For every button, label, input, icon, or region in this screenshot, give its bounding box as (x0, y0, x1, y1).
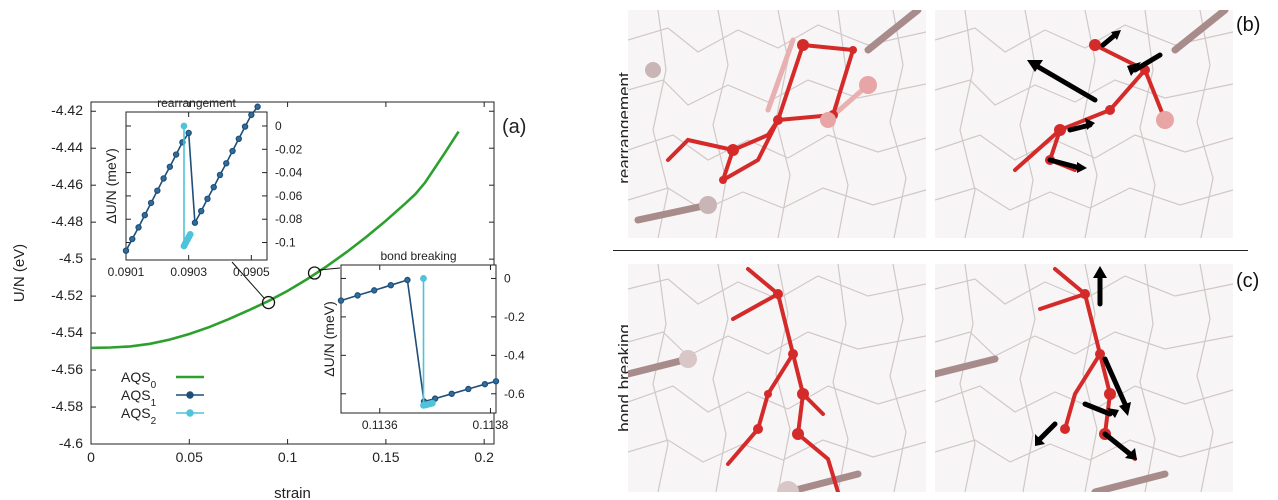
series-point (223, 160, 230, 167)
series-point (428, 399, 436, 407)
y-tick-label: -4.46 (51, 176, 83, 192)
y-tick-label: 0 (275, 119, 282, 133)
x-tick-label: 0.0901 (108, 265, 145, 279)
highlight-circle (261, 295, 276, 310)
y-tick-label: -0.08 (275, 212, 303, 226)
x-tick-label: 0.1 (278, 449, 298, 465)
series-point (481, 380, 489, 388)
atomic-structure-render-with-displacements (935, 264, 1233, 492)
y-tick-label: -0.1 (275, 236, 296, 250)
series-point (186, 230, 194, 238)
legend-subscript: 2 (151, 416, 157, 427)
series-point (420, 275, 427, 282)
y-tick-label: 0 (504, 271, 511, 285)
series-point (235, 135, 242, 143)
atomic-structure-render (628, 10, 926, 238)
x-tick-label: 0.05 (176, 449, 203, 465)
series-point (337, 297, 345, 304)
series-point (191, 219, 199, 226)
y-tick-label: -0.06 (275, 189, 303, 203)
series-point (354, 292, 361, 299)
x-tick-label: 0.1138 (473, 418, 509, 432)
series-point (248, 111, 255, 119)
structure-image-b-left (628, 10, 926, 238)
panel-label-c: (c) (1236, 270, 1260, 292)
inset-y-axis-title: ΔU/N (meV) (103, 148, 119, 223)
y-tick-label: -0.4 (504, 348, 525, 362)
series-point (141, 211, 148, 219)
y-tick-label: -4.58 (51, 398, 83, 414)
series-point (404, 276, 411, 284)
series-point (180, 122, 188, 130)
series-point (204, 195, 211, 203)
series-point (492, 378, 500, 385)
atomic-structure-render (628, 264, 926, 492)
plot-frame (340, 264, 497, 414)
y-tick-label: -0.04 (275, 166, 303, 180)
legend-marker (186, 391, 194, 399)
series-point (210, 183, 217, 191)
x-tick-label: 0.0905 (233, 265, 270, 279)
connector-line (231, 261, 265, 299)
series-point (129, 235, 136, 243)
energy-strain-chart: 0 0.05 0.1 0.15 0.2-4.6-4.58-4.56-4.54-4.52-… (11, 96, 526, 500)
series-point (216, 171, 224, 179)
y-tick-label: -0.2 (504, 310, 525, 324)
series-point (465, 385, 472, 393)
series-point (241, 123, 249, 130)
panel-label-a: (a) (502, 116, 526, 138)
x-tick-label: 0.15 (372, 449, 399, 465)
y-axis-title: U/N (eV) (11, 244, 28, 302)
y-tick-label: -0.6 (504, 387, 525, 401)
legend-subscript: 0 (151, 380, 157, 391)
x-tick-label: 0 (87, 449, 95, 465)
bond-breaking-inset: 0.1136 0.1138 0 -0.2 -0.4 -0.6 bond breaking ΔU… (321, 249, 525, 432)
series-line (125, 106, 259, 252)
connector-line (318, 267, 341, 271)
series-point (147, 199, 155, 207)
y-tick-label: -4.44 (51, 139, 83, 155)
x-tick-label: 0.1136 (362, 418, 398, 432)
series-point (387, 281, 395, 289)
atomic-structure-render-with-displacements (935, 10, 1233, 238)
series-point (254, 103, 261, 110)
series-line (90, 130, 460, 350)
series-point (229, 147, 236, 155)
x-tick-label: 0.0903 (170, 265, 207, 279)
series-point (160, 175, 167, 182)
y-tick-label: -4.48 (51, 213, 83, 229)
row-divider (613, 250, 1248, 251)
plot-frame (125, 111, 268, 261)
x-tick-label: 0.2 (474, 449, 494, 465)
series-point (431, 395, 439, 402)
series-point (166, 163, 174, 170)
series-point (185, 129, 192, 137)
highlight-circle (307, 266, 322, 280)
inset-title: bond breaking (380, 249, 456, 263)
y-tick-label: -4.5 (59, 250, 83, 266)
inset-title: rearrangement (157, 96, 236, 110)
y-tick-label: -4.6 (59, 435, 83, 451)
panel-label-b: (b) (1236, 14, 1261, 36)
series-point (122, 247, 130, 254)
structure-image-c-right (935, 264, 1233, 492)
series-point (154, 187, 161, 194)
series-point (135, 224, 142, 231)
series-point (371, 287, 378, 294)
legend-marker (186, 409, 194, 417)
series-point (448, 390, 455, 397)
series-point (172, 151, 180, 158)
legend-subscript: 1 (151, 398, 157, 409)
y-tick-label: -4.56 (51, 361, 83, 377)
structure-image-b-right (935, 10, 1233, 238)
x-axis-title: strain (274, 485, 311, 500)
y-tick-label: -0.02 (275, 142, 303, 156)
series-point (197, 207, 205, 215)
y-tick-label: -4.42 (51, 102, 83, 118)
structure-image-c-left (628, 264, 926, 492)
y-tick-label: -4.54 (51, 324, 83, 340)
rearrangement-inset: 0.0901 0.0903 0.0905 0 -0.02 -0.04 -0.06 -0.08 -… (103, 96, 303, 279)
y-tick-label: -4.52 (51, 287, 83, 303)
inset-y-axis-title: ΔU/N (meV) (321, 301, 337, 376)
